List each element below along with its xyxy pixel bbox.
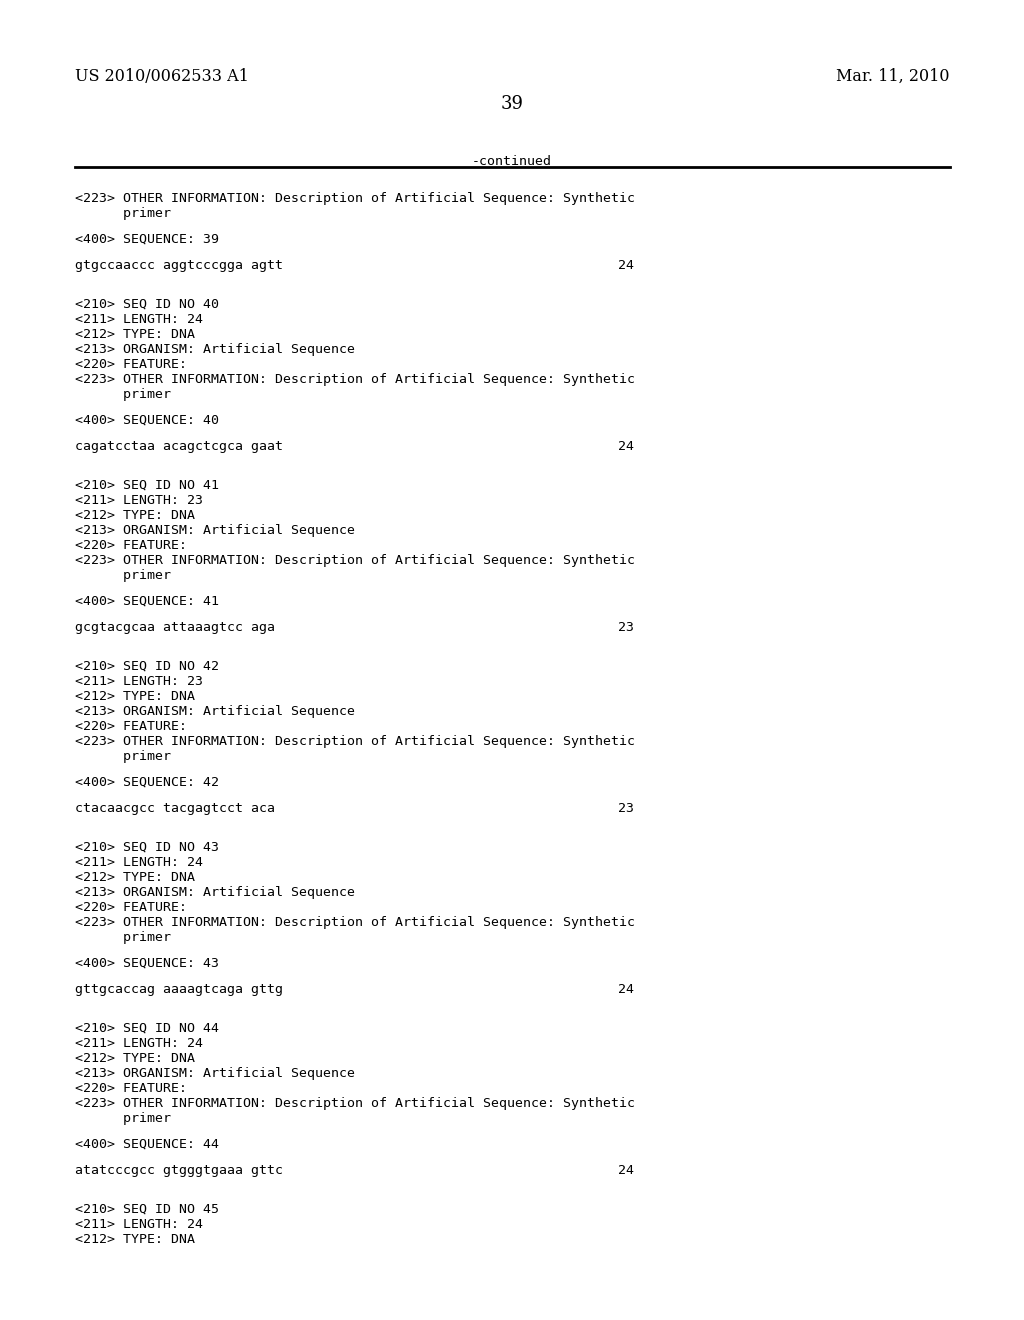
Text: <212> TYPE: DNA: <212> TYPE: DNA [75,510,195,521]
Text: 24: 24 [618,440,634,453]
Text: <223> OTHER INFORMATION: Description of Artificial Sequence: Synthetic: <223> OTHER INFORMATION: Description of … [75,554,635,568]
Text: <210> SEQ ID NO 45: <210> SEQ ID NO 45 [75,1203,219,1216]
Text: <213> ORGANISM: Artificial Sequence: <213> ORGANISM: Artificial Sequence [75,705,355,718]
Text: <211> LENGTH: 23: <211> LENGTH: 23 [75,494,203,507]
Text: <212> TYPE: DNA: <212> TYPE: DNA [75,327,195,341]
Text: <211> LENGTH: 24: <211> LENGTH: 24 [75,855,203,869]
Text: <220> FEATURE:: <220> FEATURE: [75,358,187,371]
Text: Mar. 11, 2010: Mar. 11, 2010 [837,69,950,84]
Text: 23: 23 [618,803,634,814]
Text: 23: 23 [618,620,634,634]
Text: <220> FEATURE:: <220> FEATURE: [75,719,187,733]
Text: ctacaacgcc tacgagtcct aca: ctacaacgcc tacgagtcct aca [75,803,275,814]
Text: primer: primer [75,931,171,944]
Text: primer: primer [75,569,171,582]
Text: <211> LENGTH: 24: <211> LENGTH: 24 [75,1218,203,1232]
Text: <400> SEQUENCE: 40: <400> SEQUENCE: 40 [75,414,219,426]
Text: <400> SEQUENCE: 42: <400> SEQUENCE: 42 [75,776,219,789]
Text: <223> OTHER INFORMATION: Description of Artificial Sequence: Synthetic: <223> OTHER INFORMATION: Description of … [75,1097,635,1110]
Text: 39: 39 [501,95,523,114]
Text: <212> TYPE: DNA: <212> TYPE: DNA [75,1052,195,1065]
Text: <400> SEQUENCE: 44: <400> SEQUENCE: 44 [75,1138,219,1151]
Text: gttgcaccag aaaagtcaga gttg: gttgcaccag aaaagtcaga gttg [75,983,283,997]
Text: primer: primer [75,750,171,763]
Text: <210> SEQ ID NO 43: <210> SEQ ID NO 43 [75,841,219,854]
Text: <223> OTHER INFORMATION: Description of Artificial Sequence: Synthetic: <223> OTHER INFORMATION: Description of … [75,735,635,748]
Text: <212> TYPE: DNA: <212> TYPE: DNA [75,1233,195,1246]
Text: gtgccaaccc aggtcccgga agtt: gtgccaaccc aggtcccgga agtt [75,259,283,272]
Text: <220> FEATURE:: <220> FEATURE: [75,902,187,913]
Text: <210> SEQ ID NO 40: <210> SEQ ID NO 40 [75,298,219,312]
Text: <223> OTHER INFORMATION: Description of Artificial Sequence: Synthetic: <223> OTHER INFORMATION: Description of … [75,374,635,385]
Text: <220> FEATURE:: <220> FEATURE: [75,1082,187,1096]
Text: <212> TYPE: DNA: <212> TYPE: DNA [75,871,195,884]
Text: <212> TYPE: DNA: <212> TYPE: DNA [75,690,195,704]
Text: <210> SEQ ID NO 42: <210> SEQ ID NO 42 [75,660,219,673]
Text: atatcccgcc gtgggtgaaa gttc: atatcccgcc gtgggtgaaa gttc [75,1164,283,1177]
Text: <400> SEQUENCE: 43: <400> SEQUENCE: 43 [75,957,219,970]
Text: cagatcctaa acagctcgca gaat: cagatcctaa acagctcgca gaat [75,440,283,453]
Text: primer: primer [75,1111,171,1125]
Text: 24: 24 [618,1164,634,1177]
Text: <223> OTHER INFORMATION: Description of Artificial Sequence: Synthetic: <223> OTHER INFORMATION: Description of … [75,191,635,205]
Text: primer: primer [75,207,171,220]
Text: <400> SEQUENCE: 39: <400> SEQUENCE: 39 [75,234,219,246]
Text: <223> OTHER INFORMATION: Description of Artificial Sequence: Synthetic: <223> OTHER INFORMATION: Description of … [75,916,635,929]
Text: <213> ORGANISM: Artificial Sequence: <213> ORGANISM: Artificial Sequence [75,1067,355,1080]
Text: US 2010/0062533 A1: US 2010/0062533 A1 [75,69,249,84]
Text: <210> SEQ ID NO 41: <210> SEQ ID NO 41 [75,479,219,492]
Text: <213> ORGANISM: Artificial Sequence: <213> ORGANISM: Artificial Sequence [75,343,355,356]
Text: gcgtacgcaa attaaagtcc aga: gcgtacgcaa attaaagtcc aga [75,620,275,634]
Text: 24: 24 [618,259,634,272]
Text: -continued: -continued [472,154,552,168]
Text: 24: 24 [618,983,634,997]
Text: <211> LENGTH: 24: <211> LENGTH: 24 [75,313,203,326]
Text: <220> FEATURE:: <220> FEATURE: [75,539,187,552]
Text: <213> ORGANISM: Artificial Sequence: <213> ORGANISM: Artificial Sequence [75,524,355,537]
Text: <400> SEQUENCE: 41: <400> SEQUENCE: 41 [75,595,219,609]
Text: <210> SEQ ID NO 44: <210> SEQ ID NO 44 [75,1022,219,1035]
Text: <213> ORGANISM: Artificial Sequence: <213> ORGANISM: Artificial Sequence [75,886,355,899]
Text: primer: primer [75,388,171,401]
Text: <211> LENGTH: 24: <211> LENGTH: 24 [75,1038,203,1049]
Text: <211> LENGTH: 23: <211> LENGTH: 23 [75,675,203,688]
